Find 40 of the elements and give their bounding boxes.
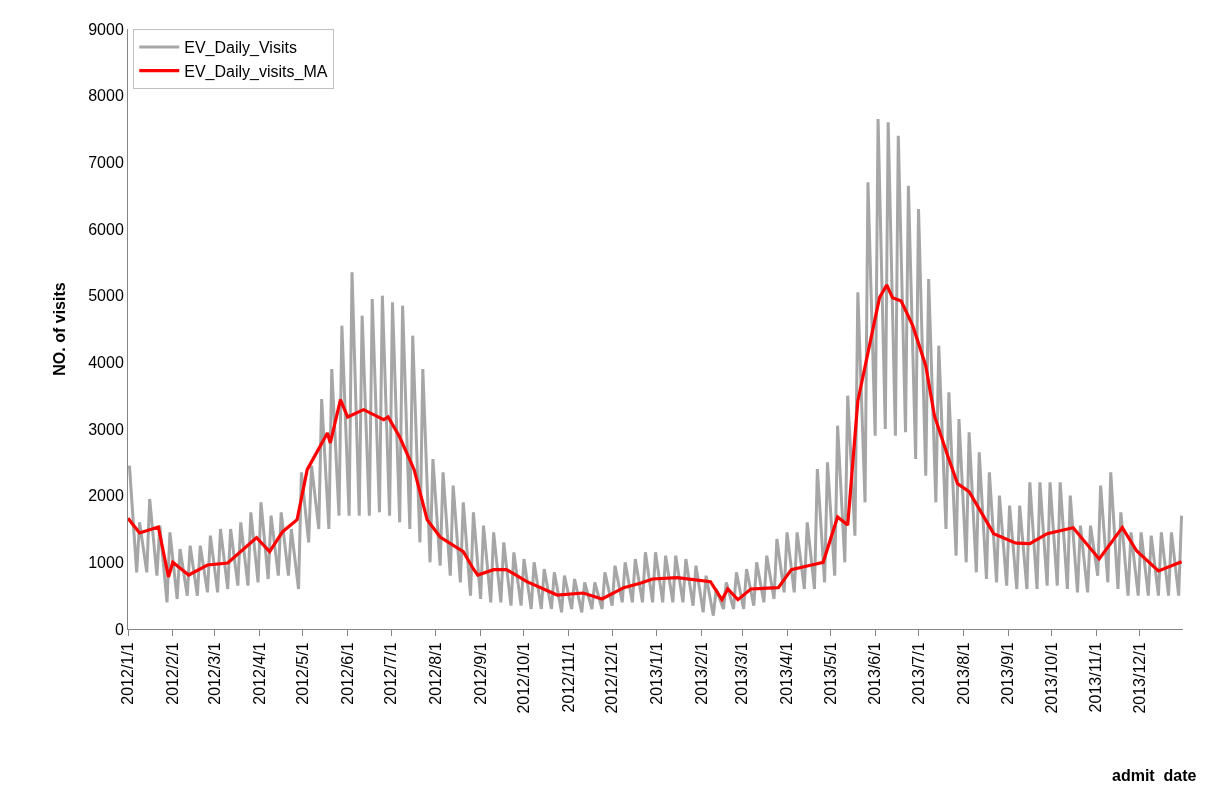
x-tick-label: 2013/8/1 bbox=[954, 642, 972, 705]
x-tick-label: 2013/4/1 bbox=[778, 642, 796, 705]
x-tick-label: 2013/11/1 bbox=[1087, 642, 1105, 713]
line-series bbox=[128, 117, 1183, 618]
line-series bbox=[128, 283, 1183, 602]
y-tick-label: 0 bbox=[114, 620, 124, 638]
y-tick-label: 5000 bbox=[88, 287, 124, 305]
y-tick-label: 6000 bbox=[88, 220, 124, 238]
x-tick-label: 2012/9/1 bbox=[471, 642, 489, 705]
x-tick-label: 2013/2/1 bbox=[692, 642, 710, 705]
legend-label: EV_Daily_visits_MA bbox=[184, 62, 328, 81]
x-tick-label: 2013/5/1 bbox=[821, 642, 839, 705]
x-tick-label: 2013/7/1 bbox=[909, 642, 927, 705]
x-tick-label: 2013/3/1 bbox=[733, 642, 751, 705]
x-tick-label: 2012/5/1 bbox=[294, 642, 312, 705]
x-axis-title: admit date bbox=[1112, 767, 1197, 784]
y-tick-label: 4000 bbox=[88, 353, 124, 371]
legend-label: EV_Daily_Visits bbox=[184, 39, 297, 58]
x-tick-label: 2013/1/1 bbox=[648, 642, 666, 705]
x-tick-label: 2013/12/1 bbox=[1130, 642, 1148, 714]
y-tick-label: 8000 bbox=[88, 87, 124, 105]
x-tick-label: 2012/4/1 bbox=[250, 642, 268, 705]
x-tick-label: 2012/11/1 bbox=[559, 642, 577, 713]
x-tick-label: 2013/6/1 bbox=[866, 642, 884, 705]
y-tick-label: 1000 bbox=[88, 553, 124, 571]
y-tick-label: 9000 bbox=[88, 20, 124, 38]
x-tick-label: 2012/12/1 bbox=[603, 642, 621, 714]
x-tick-label: 2012/10/1 bbox=[515, 642, 533, 714]
y-tick-label: 2000 bbox=[88, 487, 124, 505]
x-tick-label: 2012/2/1 bbox=[164, 642, 181, 705]
y-axis-title: NO. of visits bbox=[51, 282, 69, 376]
x-tick-label: 2012/3/1 bbox=[205, 642, 223, 705]
x-tick-label: 2012/8/1 bbox=[427, 642, 445, 705]
x-tick-label: 2012/1/1 bbox=[119, 642, 137, 705]
x-tick-label: 2013/10/1 bbox=[1042, 642, 1060, 714]
x-tick-label: 2013/9/1 bbox=[999, 642, 1017, 705]
x-tick-label: 2012/6/1 bbox=[338, 642, 356, 705]
x-tick-label: 2012/7/1 bbox=[382, 642, 400, 705]
y-tick-label: 7000 bbox=[88, 153, 124, 171]
y-tick-label: 3000 bbox=[88, 420, 124, 438]
